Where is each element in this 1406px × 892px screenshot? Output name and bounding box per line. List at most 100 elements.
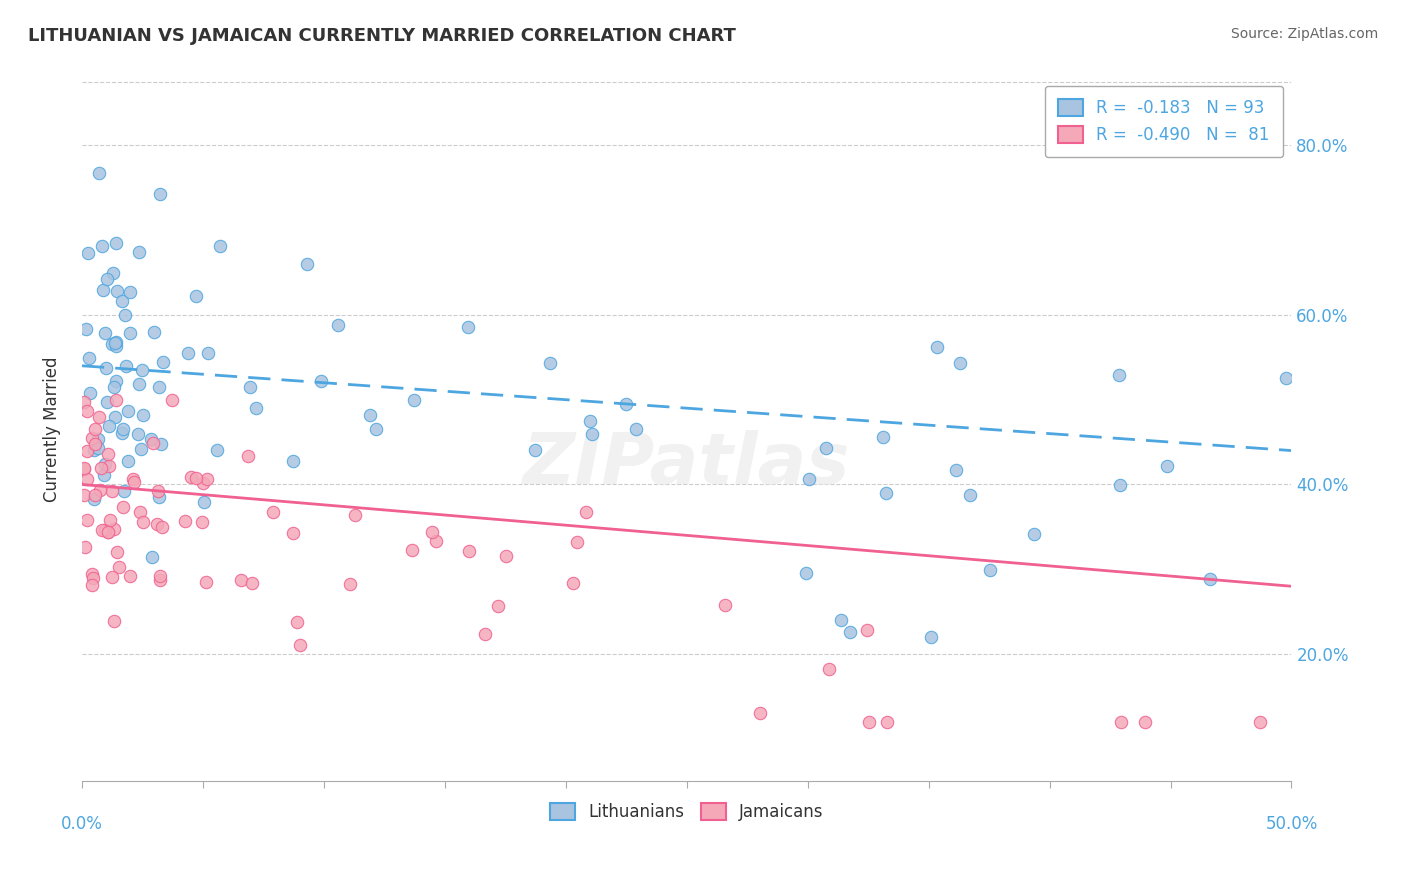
Point (131, 362, 153, 376)
Point (76, 472, 98, 486)
Point (105, 545, 128, 559)
Point (128, 244, 150, 259)
Point (927, 341, 949, 355)
Point (104, 334, 127, 349)
Point (420, 524, 443, 539)
Point (89, 166, 111, 180)
Point (105, 284, 128, 298)
Point (186, 471, 208, 485)
Point (112, 422, 135, 436)
Point (839, 624, 862, 639)
Point (96, 271, 118, 285)
Point (579, 414, 602, 428)
Point (82, 571, 104, 585)
Point (84, 437, 107, 451)
Legend: Lithuanians, Jamaicans: Lithuanians, Jamaicans (541, 795, 832, 830)
Point (523, 443, 546, 458)
Point (231, 573, 253, 587)
Point (486, 599, 509, 614)
Point (1108, 478, 1130, 492)
Point (797, 473, 820, 487)
Y-axis label: Currently Married: Currently Married (44, 357, 60, 502)
Point (132, 516, 155, 530)
Point (122, 472, 145, 486)
Point (858, 714, 880, 729)
Point (73, 461, 96, 475)
Point (945, 463, 967, 477)
Point (94, 326, 117, 340)
Point (118, 285, 141, 300)
Point (495, 549, 517, 563)
Point (614, 396, 637, 410)
Point (339, 577, 361, 591)
Point (93, 458, 115, 472)
Point (124, 475, 146, 489)
Point (103, 614, 125, 628)
Point (114, 308, 136, 322)
Text: LITHUANIAN VS JAMAICAN CURRENTLY MARRIED CORRELATION CHART: LITHUANIAN VS JAMAICAN CURRENTLY MARRIED… (28, 27, 735, 45)
Point (143, 325, 166, 339)
Point (581, 426, 603, 441)
Point (876, 714, 898, 729)
Point (93, 467, 115, 482)
Point (565, 535, 588, 549)
Point (344, 508, 367, 522)
Point (959, 488, 981, 502)
Point (94, 361, 117, 376)
Point (191, 516, 214, 530)
Point (401, 543, 423, 558)
Point (129, 442, 152, 456)
Point (103, 380, 125, 394)
Point (117, 404, 139, 418)
Point (875, 486, 897, 500)
Point (949, 356, 972, 370)
Point (79, 351, 101, 365)
Point (76, 513, 98, 527)
Point (575, 505, 598, 519)
Point (105, 236, 128, 251)
Point (117, 453, 139, 467)
Point (921, 630, 943, 644)
Point (76, 404, 98, 418)
Point (80, 431, 103, 445)
Point (97, 447, 120, 461)
Point (195, 471, 218, 485)
Point (142, 435, 165, 450)
Point (148, 573, 170, 587)
Point (76, 246, 98, 260)
Point (98, 418, 121, 433)
Point (84, 422, 107, 436)
Point (295, 257, 318, 271)
Point (129, 505, 152, 519)
Point (75, 322, 97, 336)
Point (1249, 714, 1271, 729)
Point (79, 386, 101, 401)
Point (101, 483, 124, 498)
Point (457, 320, 479, 334)
Point (562, 576, 585, 591)
Point (101, 266, 124, 280)
Point (132, 408, 155, 422)
Point (91, 283, 114, 297)
Point (127, 426, 149, 441)
Point (103, 523, 125, 537)
Point (93, 524, 115, 538)
Point (538, 356, 561, 370)
Point (76, 443, 98, 458)
Point (209, 239, 232, 253)
Point (91, 523, 114, 537)
Point (101, 570, 124, 584)
Point (91, 239, 114, 253)
Point (148, 569, 170, 583)
Point (148, 490, 170, 504)
Point (120, 326, 142, 340)
Point (1108, 368, 1130, 383)
Point (177, 345, 200, 359)
Point (1109, 714, 1132, 729)
Point (815, 441, 838, 455)
Point (458, 544, 481, 558)
Point (404, 393, 426, 408)
Point (979, 563, 1001, 577)
Point (105, 339, 128, 353)
Point (1024, 526, 1046, 541)
